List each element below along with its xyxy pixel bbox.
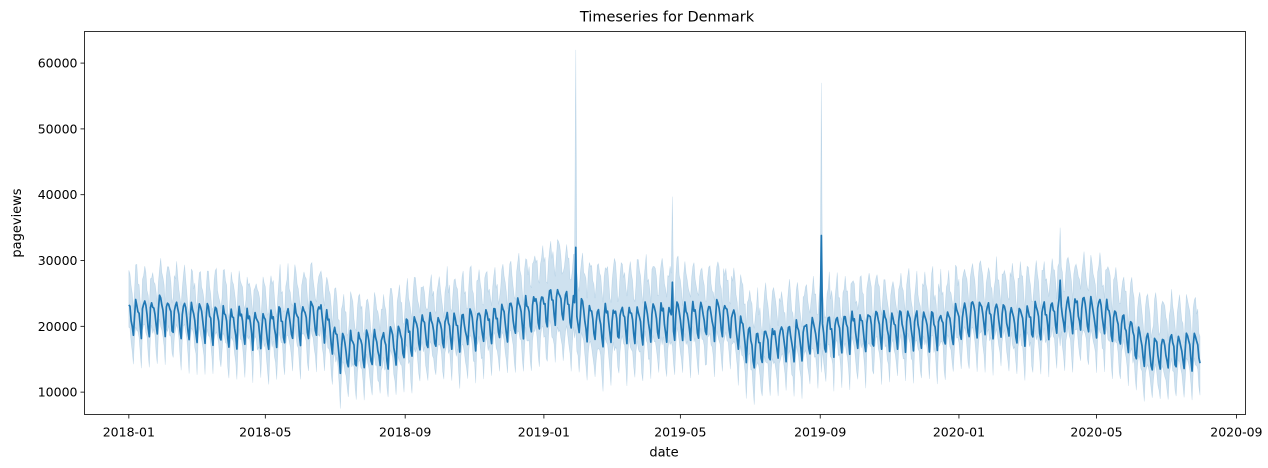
y-tick-label: 60000 [38, 56, 78, 71]
x-tick-label: 2019-01 [518, 425, 570, 440]
x-tick-label: 2020-05 [1070, 425, 1122, 440]
x-tick-label: 2018-05 [239, 425, 291, 440]
x-tick-label: 2020-09 [1210, 425, 1262, 440]
x-axis-ticks: 2018-01 2018-05 2018-09 2019-01 2019-05 2019-… [103, 414, 1263, 440]
y-tick-label: 10000 [38, 385, 78, 400]
y-tick-label: 50000 [38, 121, 78, 136]
plot-frame [84, 31, 1246, 415]
chart-title: Timeseries for Denmark [579, 10, 755, 26]
x-axis-label: date [649, 446, 678, 461]
y-axis-label: pageviews [10, 188, 25, 257]
y-tick-label: 20000 [38, 319, 78, 334]
x-tick-label: 2018-09 [379, 425, 431, 440]
x-tick-label: 2019-05 [654, 425, 706, 440]
plot-area [128, 49, 1201, 409]
x-tick-label: 2019-09 [794, 425, 846, 440]
y-tick-label: 40000 [38, 187, 78, 202]
x-tick-label: 2020-01 [933, 425, 985, 440]
x-tick-label: 2018-01 [103, 425, 155, 440]
y-axis-ticks: 10000 20000 30000 40000 50000 60000 [38, 56, 85, 400]
confidence-band [128, 49, 1201, 409]
mean-line [128, 234, 1201, 375]
y-tick-label: 30000 [38, 253, 78, 268]
